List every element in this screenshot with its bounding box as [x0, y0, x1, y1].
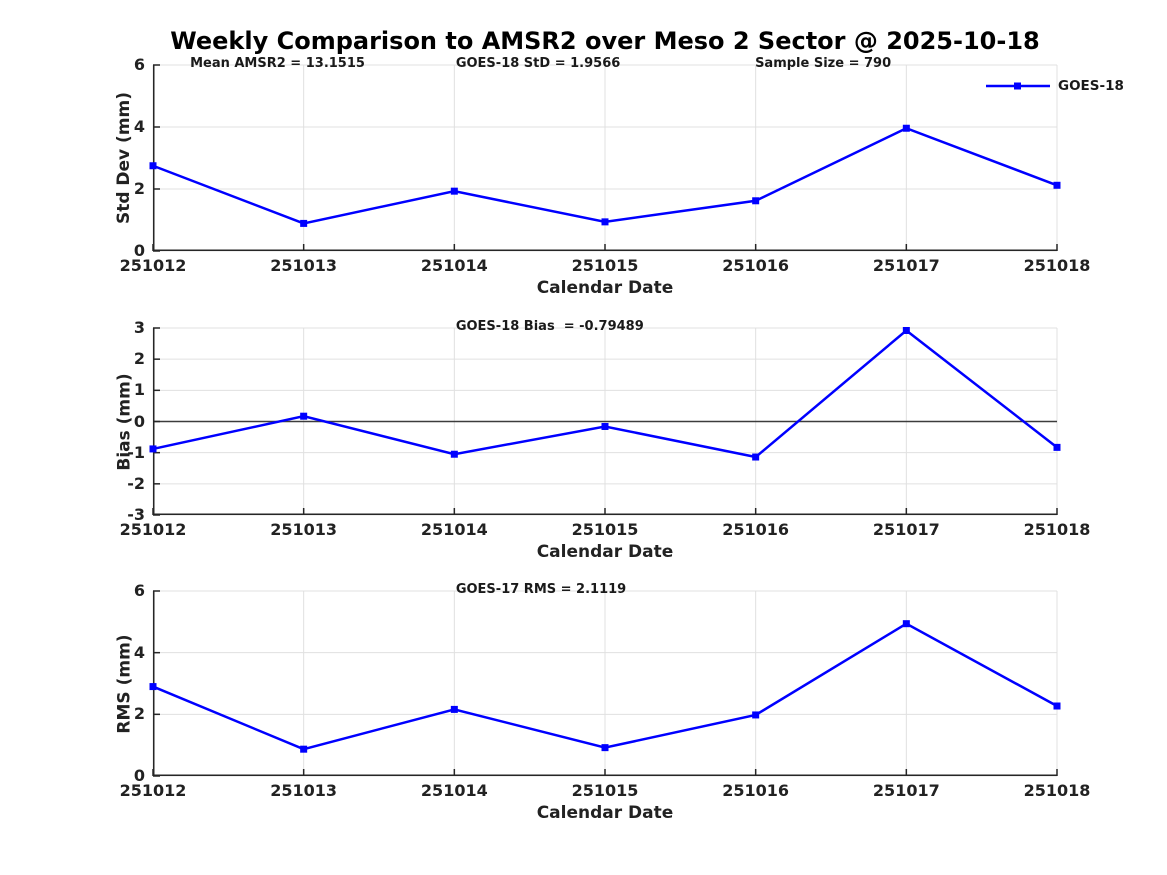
y-axis-label: RMS (mm) [114, 633, 134, 734]
data-point-marker [450, 705, 458, 713]
y-tick-label: 2 [133, 349, 145, 369]
data-point-marker [752, 711, 760, 719]
data-point-marker [300, 412, 308, 420]
legend-line-sample [986, 82, 1050, 90]
x-tick-label: 251018 [1023, 781, 1091, 800]
data-point-marker [1053, 443, 1061, 451]
x-axis-label: Calendar Date [536, 278, 674, 298]
annotation: GOES-18 StD = 1.9566 [455, 56, 621, 71]
x-tick-label: 251012 [119, 520, 187, 539]
y-tick-label: 2 [133, 704, 145, 724]
data-point-marker [450, 450, 458, 458]
y-tick-label: 6 [133, 55, 145, 74]
x-tick-label: 251016 [722, 256, 790, 275]
annotation: Mean AMSR2 = 13.1515 [190, 56, 365, 71]
data-point-marker [149, 683, 157, 691]
x-tick-label: 251016 [722, 781, 790, 800]
x-tick-label: 251012 [119, 781, 187, 800]
annotation: Sample Size = 790 [755, 56, 892, 71]
subplot-1 [149, 64, 1061, 252]
x-tick-label: 251013 [270, 520, 338, 539]
data-point-marker [902, 124, 910, 132]
x-tick-label: 251016 [722, 520, 790, 539]
y-tick-label: 0 [133, 241, 145, 260]
y-tick-label: 6 [133, 581, 145, 600]
x-tick-label: 251018 [1023, 256, 1091, 275]
x-tick-label: 251017 [872, 256, 940, 275]
subplot-3 [149, 590, 1061, 777]
y-tick-label: -2 [127, 473, 145, 493]
x-tick-label: 251015 [571, 256, 639, 275]
y-axis-label: Std Dev (mm) [114, 91, 134, 225]
x-tick-label: 251018 [1023, 520, 1091, 539]
x-tick-label: 251014 [420, 520, 488, 539]
y-tick-label: 4 [133, 642, 145, 662]
data-point-marker [300, 219, 308, 227]
y-tick-label: -3 [127, 505, 145, 524]
annotation: GOES-18 Bias = -0.79489 [455, 319, 644, 334]
data-point-marker [1053, 702, 1061, 710]
legend-marker-icon [1014, 82, 1021, 90]
x-axis-label: Calendar Date [536, 542, 674, 562]
legend-label: GOES-18 [1058, 78, 1124, 94]
x-tick-label: 251014 [420, 256, 488, 275]
y-tick-label: -1 [127, 442, 145, 462]
x-tick-label: 251013 [270, 781, 338, 800]
x-tick-label: 251013 [270, 256, 338, 275]
data-point-marker [149, 445, 157, 453]
x-tick-label: 251017 [872, 520, 940, 539]
data-point-marker [752, 453, 760, 461]
y-tick-label: 0 [133, 766, 145, 785]
x-tick-label: 251017 [872, 781, 940, 800]
data-point-marker [752, 197, 760, 205]
y-tick-label: 1 [133, 380, 145, 400]
figure-title: Weekly Comparison to AMSR2 over Meso 2 S… [170, 27, 1040, 55]
x-tick-label: 251014 [420, 781, 488, 800]
y-tick-label: 0 [133, 411, 145, 431]
data-point-marker [902, 326, 910, 334]
data-point-marker [601, 422, 609, 430]
data-point-marker [450, 187, 458, 195]
y-axis-label: Bias (mm) [114, 372, 134, 471]
legend: GOES-18 [985, 77, 1124, 95]
x-axis-label: Calendar Date [536, 803, 674, 823]
data-point-marker [601, 744, 609, 752]
x-tick-label: 251015 [571, 520, 639, 539]
data-point-marker [300, 745, 308, 753]
y-tick-label: 3 [133, 318, 145, 337]
x-tick-label: 251015 [571, 781, 639, 800]
data-point-marker [1053, 181, 1061, 189]
data-point-marker [149, 162, 157, 170]
data-point-marker [601, 218, 609, 226]
y-tick-label: 4 [133, 117, 145, 136]
subplot-2 [149, 326, 1061, 516]
y-tick-label: 2 [133, 179, 145, 198]
annotation: GOES-17 RMS = 2.1119 [455, 582, 627, 597]
x-tick-label: 251012 [119, 256, 187, 275]
data-point-marker [902, 620, 910, 628]
